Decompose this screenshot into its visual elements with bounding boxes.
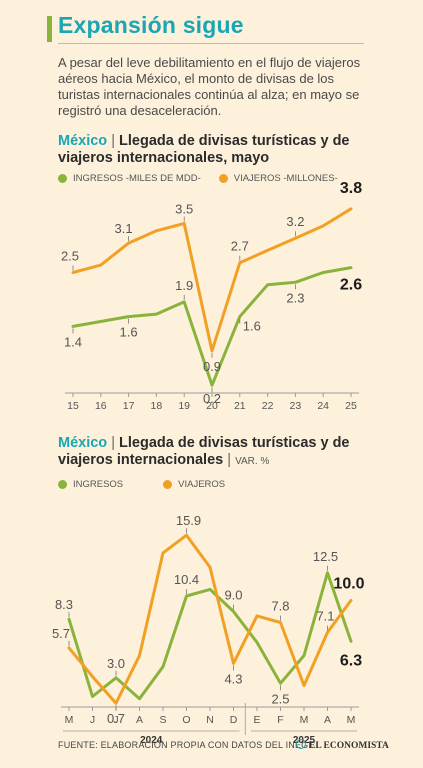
page-title: Expansión sigue xyxy=(58,12,244,38)
chart2-data-label: 3.0 xyxy=(107,656,125,671)
chart2-x-tick-label: F xyxy=(277,714,283,726)
chart1-series-0-line xyxy=(71,266,353,387)
chart2-x-tick-label: O xyxy=(182,714,190,726)
chart1-separator: | xyxy=(111,133,115,149)
chart1-data-label: 3.5 xyxy=(175,202,193,217)
chart2-legend-ingresos-label: INGRESOS xyxy=(73,479,124,490)
chart2-data-label: 8.3 xyxy=(55,597,73,612)
chart2-separator: | xyxy=(111,435,115,451)
chart1-legend-ingresos-label: INGRESOS -MILES DE MDD- xyxy=(73,173,201,184)
chart2-unit: VAR. % xyxy=(235,456,270,467)
chart1-x-tick-label: 20 xyxy=(206,400,218,412)
chart1-legend: INGRESOS -MILES DE MDD- VIAJEROS -MILLON… xyxy=(58,173,356,184)
title-accent-bar xyxy=(47,16,52,42)
chart2-data-label: 6.3 xyxy=(340,652,362,669)
chart1-data-label: 1.9 xyxy=(175,278,193,293)
chart2-data-label: 7.1 xyxy=(316,608,334,623)
brand-name: EL ECONOMISTA xyxy=(309,741,389,751)
chart2-title: Llegada de divisas turísticas y de viaje… xyxy=(58,435,350,468)
chart1-x-tick-label: 15 xyxy=(67,400,79,412)
chart1-data-label: 0.2 xyxy=(203,391,221,406)
chart2-heading: México | Llegada de divisas turísticas y… xyxy=(58,435,378,470)
chart1-x-tick-label: 17 xyxy=(123,400,135,412)
chart2-data-label: 12.5 xyxy=(313,549,338,564)
chart1-svg: 15 16 17 18 19 20 21 22 23 24 25 1.4 1.6 1.9 0.2 1.6 2.3… xyxy=(61,180,362,412)
chart2-data-label: 10.0 xyxy=(333,575,364,592)
chart1-x-tick-label: 16 xyxy=(95,400,107,412)
chart2-data-label: 5.7 xyxy=(52,626,70,641)
chart2-data-label: 4.3 xyxy=(224,671,242,686)
chart2-data-label: 10.4 xyxy=(174,572,199,587)
chart1-title: Llegada de divisas turísticas y de viaje… xyxy=(58,133,350,166)
chart2-legend: INGRESOS VIAJEROS xyxy=(58,479,243,490)
chart2-x-tick-label: J xyxy=(90,714,95,726)
chart2-series-1-line xyxy=(67,533,353,705)
chart1-data-label: 2.5 xyxy=(61,249,79,264)
chart2-data-label: 9.0 xyxy=(224,587,242,602)
chart2-x-tick-label: D xyxy=(230,714,238,726)
chart2-x-tick-label: A xyxy=(324,714,331,726)
green-dot-icon xyxy=(58,480,67,489)
chart2-x-tick-label: A xyxy=(136,714,143,726)
chart1-x-tick-label: 24 xyxy=(317,400,329,412)
chart2-data-label: 2.5 xyxy=(271,691,289,706)
chart2-data-label: 15.9 xyxy=(176,513,201,528)
green-dot-icon xyxy=(58,174,67,183)
chart2-legend-viajeros-label: VIAJEROS xyxy=(178,479,226,490)
orange-dot-icon xyxy=(163,480,173,489)
chart2-x-tick-label: N xyxy=(206,714,214,726)
chart1-data-label: 2.6 xyxy=(340,277,362,294)
chart1-data-label: 0.9 xyxy=(203,359,221,374)
chart2-series-0-line xyxy=(67,571,353,701)
chart2-x-tick-label: S xyxy=(159,714,166,726)
chart1-data-label: 1.6 xyxy=(243,319,261,334)
chart2-country: México xyxy=(58,435,108,451)
chart1-x-tick-label: 18 xyxy=(151,400,163,412)
intro-text: A pesar del leve debilitamiento en el fl… xyxy=(58,55,361,118)
chart1-x-tick-label: 23 xyxy=(290,400,302,412)
chart2-data-label: 0.7 xyxy=(107,711,125,726)
chart1-x-tick-label: 25 xyxy=(345,400,357,412)
chart2-x-tick-label: M xyxy=(300,714,309,726)
chart1-data-label: 1.4 xyxy=(64,334,82,349)
chart1-legend-viajeros: VIAJEROS -MILLONES- xyxy=(218,173,338,184)
chart1-x-tick-label: 22 xyxy=(262,400,274,412)
orange-dot-icon xyxy=(218,174,228,183)
chart1-data-label: 3.8 xyxy=(340,180,362,197)
chart2-legend-viajeros: VIAJEROS xyxy=(163,479,225,490)
brand-logo: EL ECONOMISTA xyxy=(296,739,389,751)
chart1-data-label: 1.6 xyxy=(120,325,138,340)
chart1-data-label: 2.7 xyxy=(231,239,249,254)
chart1-data-label: 3.2 xyxy=(286,214,304,229)
chart1-series-1-line xyxy=(71,207,353,353)
chart1-heading: México | Llegada de divisas turísticas y… xyxy=(58,133,378,167)
chart2-separator-2: | xyxy=(227,452,232,468)
chart2-x-tick-label: J xyxy=(113,714,118,726)
chart2-x-tick-label: E xyxy=(253,714,260,726)
chart2-legend-ingresos: INGRESOS xyxy=(58,479,123,490)
chart1-country: México xyxy=(58,133,108,149)
chart1-legend-ingresos: INGRESOS -MILES DE MDD- xyxy=(58,173,201,184)
brand-circle-icon xyxy=(296,739,306,749)
chart2-x-tick-label: M xyxy=(65,714,74,726)
chart1-data-label: 3.1 xyxy=(115,221,133,236)
chart2-data-label: 7.8 xyxy=(271,599,289,614)
chart1-data-label: 2.3 xyxy=(286,290,304,305)
source-note: FUENTE: ELABORACIÓN PROPIA CON DATOS DEL… xyxy=(58,740,314,750)
chart1-x-tick-label: 21 xyxy=(234,400,246,412)
chart1-x-tick-label: 19 xyxy=(178,400,190,412)
title-divider xyxy=(58,43,364,44)
chart2-x-tick-label: M xyxy=(347,714,356,726)
chart2-year-label: 2024 xyxy=(140,735,163,746)
chart1-legend-viajeros-label: VIAJEROS -MILLONES- xyxy=(233,173,338,184)
